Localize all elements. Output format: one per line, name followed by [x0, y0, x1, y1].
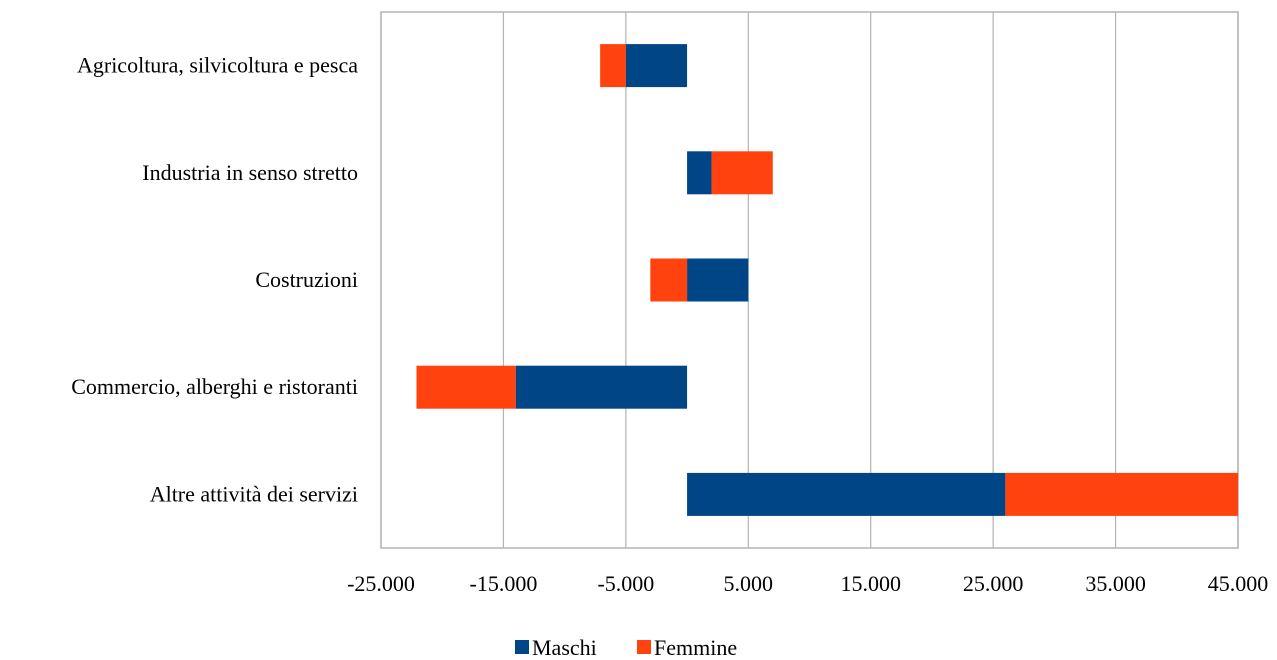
- gridlines: [380, 12, 1239, 548]
- x-tick-label: -15.000: [470, 571, 538, 596]
- x-tick-labels: -25.000 -15.000 -5.000 5.000 15.000 25.000 35.…: [347, 571, 1268, 596]
- x-tick-label: 5.000: [724, 571, 774, 596]
- x-tick-label: 45.000: [1208, 571, 1269, 596]
- legend-swatch: [637, 640, 651, 654]
- category-labels: Agricoltura, silvicoltura e pesca Industr…: [71, 53, 358, 507]
- legend-swatch: [515, 640, 529, 654]
- bars: [416, 44, 1238, 516]
- bar-maschi: [687, 258, 749, 302]
- bar-maschi: [515, 365, 688, 409]
- legend: Maschi Femmine: [515, 635, 737, 660]
- x-tick-label: 35.000: [1085, 571, 1146, 596]
- x-tick-label: -25.000: [347, 571, 415, 596]
- x-tick-label: 15.000: [840, 571, 901, 596]
- category-label: Costruzioni: [255, 267, 358, 292]
- bar-maschi: [687, 151, 712, 195]
- x-tick-label: -5.000: [597, 571, 654, 596]
- x-tick-label: 25.000: [963, 571, 1024, 596]
- category-label: Agricoltura, silvicoltura e pesca: [77, 53, 358, 78]
- bar-femmine: [711, 151, 773, 195]
- plot-frame: [380, 11, 1239, 549]
- bar-femmine: [600, 44, 626, 88]
- bar-femmine: [416, 365, 516, 409]
- bar-maschi: [687, 472, 1006, 516]
- category-label: Commercio, alberghi e ristoranti: [71, 374, 358, 399]
- bar-femmine: [650, 258, 688, 302]
- category-label: Industria in senso stretto: [142, 160, 358, 185]
- legend-label: Maschi: [532, 635, 597, 660]
- bar-femmine: [1005, 472, 1238, 516]
- legend-label: Femmine: [654, 635, 737, 660]
- bar-maschi: [625, 44, 688, 88]
- category-label: Altre attività dei servizi: [150, 481, 358, 506]
